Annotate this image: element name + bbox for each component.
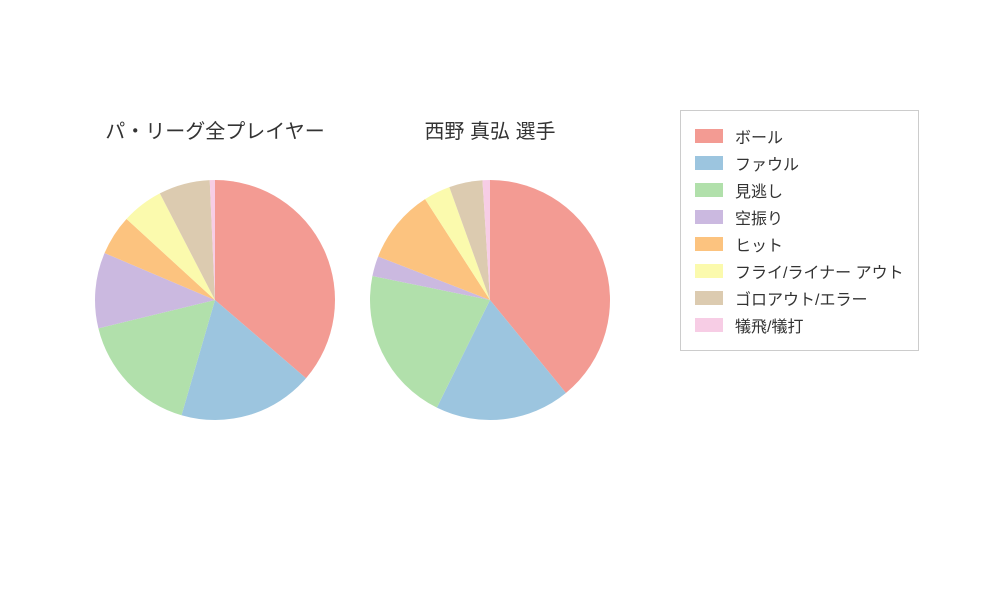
slice-league-ball — [215, 180, 335, 378]
slice-player-look — [370, 276, 490, 408]
legend-item-groundout: ゴロアウト/エラー — [695, 286, 904, 310]
legend-swatch-ball — [695, 129, 723, 143]
legend-item-sac: 犠飛/犠打 — [695, 313, 904, 337]
legend-swatch-groundout — [695, 291, 723, 305]
legend-item-flyout: フライ/ライナー アウト — [695, 259, 904, 283]
slice-label-player-hit: 10.0 — [417, 244, 448, 262]
slice-player-groundout — [449, 180, 490, 300]
slice-player-ball — [490, 180, 610, 393]
legend-label-swing: 空振り — [735, 205, 783, 229]
chart-title-player: 西野 真弘 選手 — [370, 115, 610, 144]
slice-label-league-swing: 10.2 — [125, 285, 156, 303]
legend-label-look: 見逃し — [735, 178, 783, 202]
slice-label-league-look: 16.7 — [146, 342, 177, 360]
slice-league-foul — [182, 300, 306, 420]
legend-label-hit: ヒット — [735, 232, 783, 256]
chart-stage: パ・リーグ全プレイヤー 36.3 18.2 16.7 10.2 西野 真弘 選手 39.1 1… — [0, 0, 1000, 600]
legend-swatch-sac — [695, 318, 723, 332]
slice-league-hit — [105, 219, 215, 300]
legend-label-groundout: ゴロアウト/エラー — [735, 286, 867, 310]
slice-label-player-look: 20.9 — [408, 324, 439, 342]
legend-label-ball: ボール — [735, 124, 783, 148]
legend-item-swing: 空振り — [695, 205, 904, 229]
legend-swatch-foul — [695, 156, 723, 170]
legend-item-look: 見逃し — [695, 178, 904, 202]
chart-title-league: パ・リーグ全プレイヤー — [95, 115, 335, 144]
slice-league-sac — [210, 180, 215, 300]
legend-label-flyout: フライ/ライナー アウト — [735, 259, 904, 283]
legend-swatch-flyout — [695, 264, 723, 278]
legend-item-foul: ファウル — [695, 151, 904, 175]
legend-swatch-look — [695, 183, 723, 197]
slice-player-swing — [372, 257, 490, 300]
legend-label-sac: 犠飛/犠打 — [735, 313, 803, 337]
legend-item-hit: ヒット — [695, 232, 904, 256]
legend-item-ball: ボール — [695, 124, 904, 148]
slice-label-league-ball: 36.3 — [267, 260, 298, 278]
slice-league-groundout — [160, 180, 215, 300]
slice-label-league-foul: 18.2 — [221, 362, 252, 380]
legend: ボールファウル見逃し空振りヒットフライ/ライナー アウトゴロアウト/エラー犠飛/… — [680, 110, 919, 351]
slice-label-player-foul: 18.2 — [483, 365, 514, 383]
slice-player-foul — [437, 300, 566, 420]
slice-player-sac — [482, 180, 490, 300]
legend-swatch-hit — [695, 237, 723, 251]
legend-label-foul: ファウル — [735, 151, 799, 175]
slice-label-player-ball: 39.1 — [545, 266, 576, 284]
legend-swatch-swing — [695, 210, 723, 224]
